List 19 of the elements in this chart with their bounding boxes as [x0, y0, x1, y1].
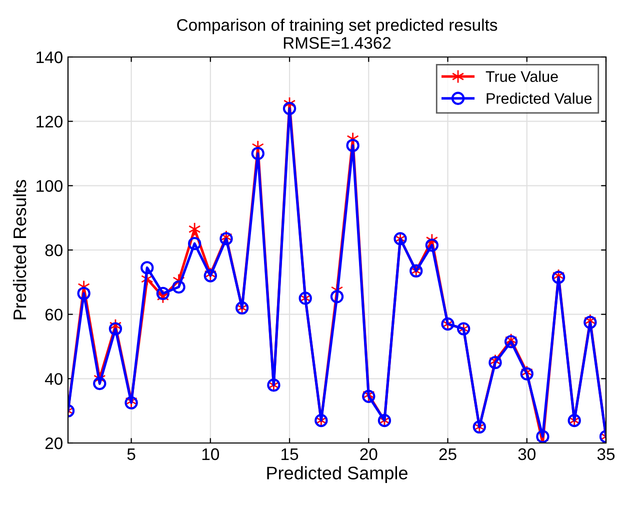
legend-label: True Value [486, 70, 558, 82]
x-tick-label: 30 [518, 448, 536, 460]
x-tick-label: 10 [202, 448, 220, 460]
y-tick-label: 60 [45, 308, 62, 321]
chart-title: Comparison of training set predicted results RMSE=1.4362 [177, 18, 498, 49]
y-tick-label: 20 [45, 437, 62, 450]
x-tick-label: 5 [127, 448, 136, 460]
y-axis-title: Predicted Results [12, 180, 26, 320]
legend-label: Predicted Value [486, 92, 592, 104]
y-tick-label: 100 [36, 180, 62, 192]
y-tick-label: 80 [45, 244, 62, 256]
y-tick-label: 40 [44, 373, 62, 385]
x-tick-label: 15 [282, 448, 298, 460]
y-tick-label: 120 [36, 116, 62, 128]
x-tick-label: 25 [439, 448, 456, 460]
y-tick-label: 140 [36, 51, 62, 64]
x-tick-label: 35 [597, 448, 615, 460]
x-axis-title: Predicted Sample [267, 466, 408, 484]
x-tick-label: 20 [360, 448, 378, 460]
